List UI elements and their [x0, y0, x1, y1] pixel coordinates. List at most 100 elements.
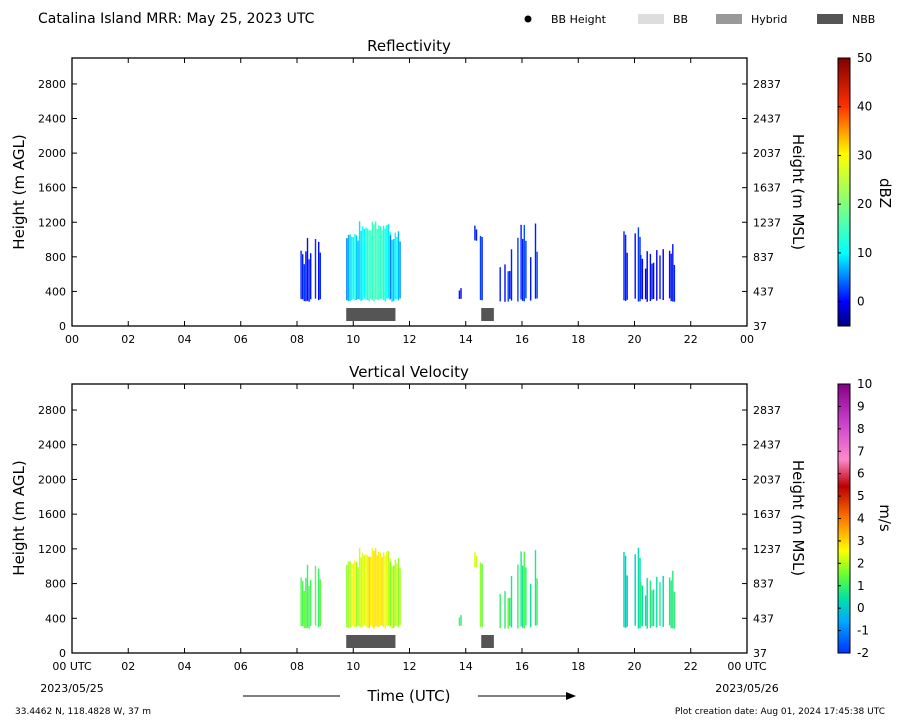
echo-column-10: [652, 262, 655, 299]
echo-field: [300, 221, 676, 302]
legend-nbb-swatch: [817, 14, 843, 24]
echo-column-1: [355, 235, 358, 300]
echo-column-2: [363, 228, 366, 299]
ytick-label-2800: 2800: [38, 78, 66, 91]
echo-column-3: [394, 232, 396, 300]
cb-tick-label-6: 6: [857, 467, 865, 481]
echo-column-9: [637, 547, 640, 629]
echo-column-8: [534, 550, 537, 626]
legend-hybrid-swatch: [716, 14, 742, 24]
ytick-label-0: 0: [59, 320, 66, 333]
echo-column-0: [306, 238, 309, 301]
echo-column-9: [624, 555, 627, 628]
velocity-ylabel-right: Height (m MSL): [789, 460, 807, 576]
echo-column-1: [349, 561, 351, 628]
echo-column-1: [349, 234, 351, 301]
nbb-bar-0: [346, 308, 396, 321]
ytick-right-label-37: 37: [753, 320, 767, 333]
reflectivity-ylabel-right: Height (m MSL): [789, 134, 807, 250]
echo-column-8: [530, 583, 532, 628]
echo-column-10: [659, 255, 661, 300]
velocity-colorbar-label: m/s: [876, 504, 894, 532]
cb-tick-label-10: 10: [857, 377, 872, 391]
echo-column-0: [319, 252, 321, 300]
xtick-label-6: 12: [403, 333, 417, 346]
xtick-label-0: 00 UTC: [52, 660, 92, 673]
echo-column-8: [525, 567, 527, 626]
echo-column-3: [394, 559, 396, 627]
cb-tick-label-30: 30: [857, 148, 872, 162]
echo-column-0: [302, 580, 304, 627]
cb-tick-label-10: 10: [857, 246, 872, 260]
echo-column-4: [460, 288, 462, 299]
xtick-label-4: 08: [290, 660, 304, 673]
xtick-label-9: 18: [571, 333, 585, 346]
echo-column-10: [651, 263, 653, 300]
legend-bb-height-label: BB Height: [551, 13, 607, 26]
echo-column-10: [668, 250, 671, 299]
echo-column-7: [507, 271, 509, 302]
xtick-label-11: 22: [684, 333, 698, 346]
echo-column-9: [623, 552, 625, 628]
echo-column-7: [499, 593, 501, 629]
legend-nbb-label: NBB: [852, 13, 875, 26]
cb-tick-label-7: 7: [857, 444, 865, 458]
echo-column-2: [366, 555, 369, 628]
echo-column-1: [355, 562, 358, 627]
echo-column-0: [318, 241, 320, 301]
echo-column-3: [391, 239, 393, 302]
xtick-label-2: 04: [178, 660, 192, 673]
echo-column-2: [381, 230, 383, 299]
echo-column-0: [308, 586, 310, 629]
echo-column-2: [362, 553, 364, 627]
xtick-label-10: 20: [628, 660, 642, 673]
echo-column-8: [523, 224, 525, 302]
velocity-panel: 0 37 400 437 800 837 1200 1237 1600 1637 2000 2037 2…: [38, 383, 781, 673]
bright-band-legend: BB Height BB Hybrid NBB: [524, 13, 875, 26]
ytick-label-2000: 2000: [38, 473, 66, 486]
ytick-right-label-1637: 1637: [753, 182, 781, 195]
velocity-colorbar-ticks: -2 -1 0 1 2 3 4 5 6 7 8 9 10: [838, 377, 872, 660]
xtick-label-0: 00: [65, 333, 79, 346]
echo-column-2: [374, 548, 377, 627]
xtick-label-3: 06: [234, 333, 248, 346]
echo-column-0: [305, 578, 307, 629]
end-date: 2023/05/26: [715, 682, 778, 695]
echo-column-7: [504, 591, 506, 629]
echo-column-10: [652, 589, 655, 626]
echo-column-10: [640, 255, 642, 299]
ytick-label-1600: 1600: [38, 182, 66, 195]
echo-column-10: [670, 580, 672, 629]
echo-column-1: [357, 240, 359, 299]
echo-column-1: [352, 563, 354, 626]
echo-column-2: [387, 224, 390, 299]
xtick-label-1: 02: [121, 333, 135, 346]
echo-column-2: [387, 550, 390, 626]
reflectivity-title: Reflectivity: [367, 37, 451, 55]
legend-bb-label: BB: [673, 13, 688, 26]
legend-bb-swatch: [638, 14, 664, 24]
echo-column-10: [641, 585, 644, 627]
echo-column-10: [672, 570, 674, 629]
echo-column-8: [534, 223, 537, 299]
xtick-label-1: 02: [121, 660, 135, 673]
echo-column-10: [644, 268, 647, 300]
cb-tick-label-50: 50: [857, 51, 872, 65]
echo-column-0: [305, 251, 307, 302]
ytick-right-label-1237: 1237: [753, 543, 781, 556]
echo-column-2: [378, 552, 380, 628]
echo-column-2: [358, 221, 361, 300]
echo-column-1: [354, 233, 356, 301]
ytick-right-label-837: 837: [753, 578, 774, 591]
echo-column-0: [319, 579, 321, 627]
ytick-label-0: 0: [59, 647, 66, 660]
xtick-label-5: 10: [346, 333, 360, 346]
echo-column-2: [366, 228, 369, 301]
ytick-right-label-1237: 1237: [753, 216, 781, 229]
echo-column-2: [386, 551, 388, 626]
echo-column-8: [525, 240, 527, 299]
reflectivity-ylabel: Height (m AGL): [10, 134, 28, 249]
echo-column-8: [510, 576, 513, 628]
echo-column-3: [399, 241, 401, 299]
